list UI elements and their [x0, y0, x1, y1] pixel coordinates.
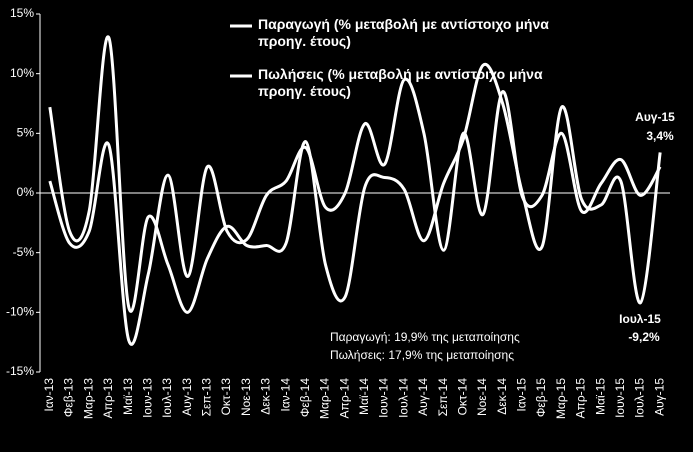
x-tick-label: Μαϊ-13 — [121, 378, 135, 415]
x-tick-label: Ιαν-14 — [278, 378, 292, 412]
y-tick-label: 15% — [10, 6, 34, 20]
x-tick-label: Δεκ-13 — [259, 378, 273, 415]
annotation: Ιουλ-15 — [619, 312, 661, 326]
x-tick-label: Φεβ-15 — [534, 378, 548, 417]
x-tick-label: Σεπ-13 — [200, 378, 214, 417]
y-tick-label: -15% — [6, 364, 34, 378]
x-tick-label: Φεβ-14 — [298, 378, 312, 417]
x-tick-label: Ιουλ-14 — [396, 378, 410, 418]
x-tick-label: Ιουν-13 — [140, 378, 154, 418]
y-tick-label: 5% — [17, 126, 35, 140]
y-tick-label: -5% — [13, 245, 35, 259]
x-tick-label: Μαρ-13 — [81, 378, 95, 419]
x-tick-label: Απρ-14 — [337, 378, 351, 419]
x-tick-label: Σεπ-14 — [436, 378, 450, 417]
x-tick-label: Ιουλ-15 — [633, 378, 647, 418]
x-tick-label: Μαϊ-14 — [357, 378, 371, 415]
legend-entry: Παραγωγή (% μεταβολή με αντίστοιχο μήνα … — [258, 16, 549, 49]
annotation: 3,4% — [646, 129, 674, 143]
x-tick-label: Απρ-15 — [574, 378, 588, 419]
y-tick-label: -10% — [6, 305, 34, 319]
annotation: -9,2% — [628, 330, 660, 344]
y-tick-label: 10% — [10, 66, 34, 80]
annotation: Πωλήσεις: 17,9% της μεταποίησης — [330, 348, 514, 362]
x-tick-label: Μαϊ-15 — [593, 378, 607, 415]
x-tick-label: Απρ-13 — [101, 378, 115, 419]
x-tick-label: Νοε-13 — [239, 378, 253, 416]
x-tick-label: Αυγ-13 — [180, 378, 194, 416]
annotation: Παραγωγή: 19,9% της μεταποίησης — [330, 330, 520, 344]
x-tick-label: Μαρ-14 — [318, 378, 332, 419]
series-line — [48, 35, 662, 314]
x-tick-label: Μαρ-15 — [554, 378, 568, 419]
x-tick-label: Οκτ-14 — [455, 378, 469, 416]
annotation: Αυγ-15 — [635, 110, 675, 124]
x-tick-label: Ιουν-14 — [377, 378, 391, 418]
legend-entry: Πωλήσεις (% μεταβολή με αντίστοιχο μήνα … — [258, 66, 543, 99]
x-tick-label: Αυγ-14 — [416, 378, 430, 416]
series-line — [48, 77, 662, 346]
x-tick-label: Δεκ-14 — [495, 378, 509, 415]
x-tick-label: Ιαν-13 — [42, 378, 56, 412]
x-tick-label: Νοε-14 — [475, 378, 489, 416]
x-tick-label: Φεβ-13 — [62, 378, 76, 417]
y-tick-label: 0% — [17, 185, 35, 199]
x-tick-label: Αυγ-15 — [652, 378, 666, 416]
x-tick-label: Οκτ-13 — [219, 378, 233, 416]
x-tick-label: Ιαν-15 — [515, 378, 529, 412]
x-tick-label: Ιουλ-13 — [160, 378, 174, 418]
x-tick-label: Ιουν-15 — [613, 378, 627, 418]
